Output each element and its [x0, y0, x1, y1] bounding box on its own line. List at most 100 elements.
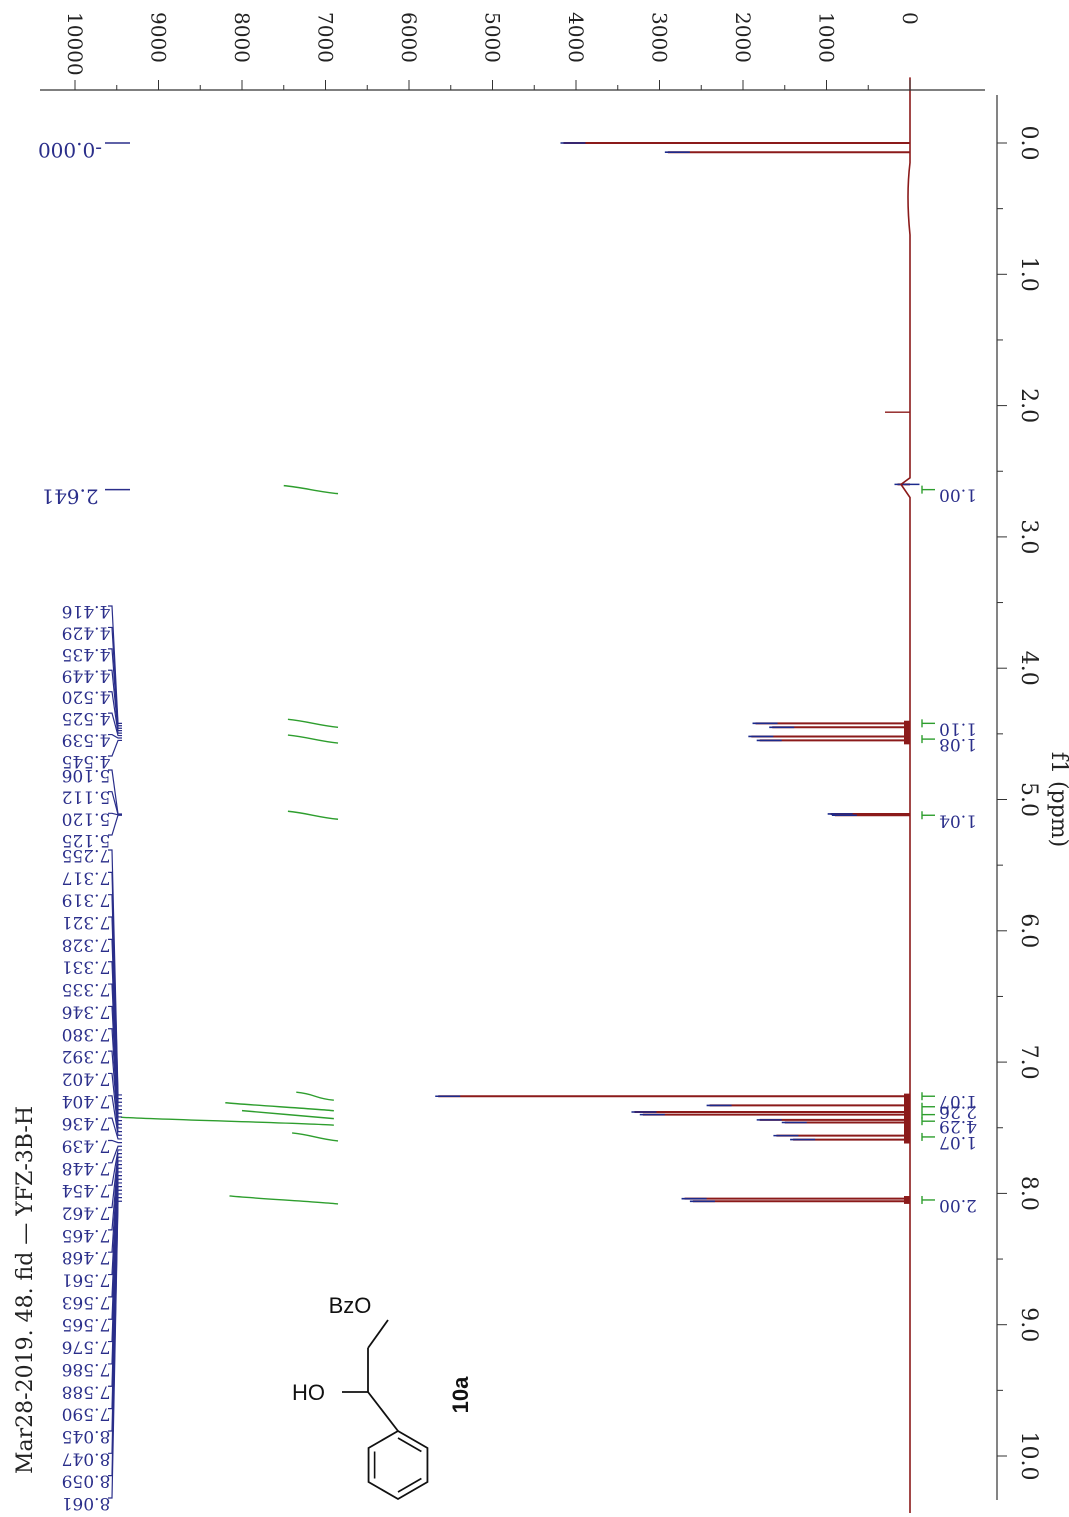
- ppm-tick-label: 7.0: [1016, 1045, 1041, 1080]
- peak-label: 7.380: [62, 1024, 111, 1044]
- peak-label: 4.539: [62, 730, 111, 750]
- peak-label-leader: [108, 1050, 122, 1129]
- peak-label-leader: [108, 626, 122, 727]
- double-bond: [397, 1477, 422, 1493]
- ppm-axis-title: f1 (ppm): [1046, 752, 1069, 847]
- ppm-tick-label: 2.0: [1016, 388, 1041, 423]
- peak-label: 7.255: [62, 845, 111, 865]
- peak-label: 7.565: [62, 1314, 111, 1334]
- ppm-tick-label: 6.0: [1016, 913, 1041, 948]
- title-group: Mar28-2019. 48. fid — YFZ-3B-H: [13, 1106, 38, 1474]
- compound-structure: HO BzO 10a: [292, 1293, 473, 1501]
- peak-label: -0.000: [38, 138, 102, 162]
- double-bond: [397, 1437, 422, 1453]
- intensity-tick-label: 1000: [815, 12, 839, 63]
- spectrum-area: [435, 77, 920, 1517]
- peak-label: 7.561: [62, 1270, 111, 1290]
- integral-value: 2.26: [939, 1102, 977, 1122]
- peak-label-leader: [108, 1095, 122, 1136]
- peak-label: 4.520: [62, 687, 111, 707]
- peak-label-leader: [108, 1145, 122, 1164]
- peak-label: 7.465: [62, 1225, 111, 1245]
- ppm-tick-label: 9.0: [1016, 1307, 1041, 1342]
- peak-label: 8.047: [62, 1448, 111, 1468]
- peak-label: 4.435: [62, 644, 111, 664]
- integral-value: 1.07: [939, 1091, 977, 1111]
- substituent-label: HO: [292, 1380, 325, 1405]
- peak-label: 7.392: [62, 1046, 111, 1066]
- peak-label: 4.545: [62, 751, 111, 771]
- peak-label: 7.346: [62, 1001, 111, 1021]
- peak-label: 7.328: [62, 934, 111, 954]
- peak-label: 7.462: [62, 1203, 111, 1223]
- multiplet-base: [904, 1093, 910, 1144]
- peak-label: 7.454: [62, 1180, 111, 1200]
- ppm-tick-label: 1.0: [1016, 257, 1041, 292]
- ppm-tick-label: 0.0: [1016, 126, 1041, 161]
- peak-label: 4.525: [62, 708, 111, 728]
- peak-label-leader: [108, 733, 122, 739]
- peak-label: 5.112: [62, 787, 111, 807]
- peak-label: 7.321: [62, 912, 111, 932]
- peak-label: 7.448: [62, 1158, 111, 1178]
- ppm-tick-label: 8.0: [1016, 1176, 1041, 1211]
- substituent-label: BzO: [329, 1293, 372, 1318]
- intensity-tick-label: 5000: [481, 12, 505, 63]
- peak-label-leader: [108, 605, 122, 724]
- peak-label-leader: [108, 1149, 122, 1186]
- integral-curve: [225, 1102, 334, 1112]
- spectrum-baseline: [899, 77, 911, 1517]
- peak-label-leader: [108, 739, 122, 757]
- peak-label: 7.586: [62, 1359, 111, 1379]
- multiplet-base: [904, 720, 910, 745]
- intensity-tick-label: 2000: [731, 12, 755, 63]
- peak-label: 7.468: [62, 1247, 111, 1267]
- peak-label: 5.120: [62, 808, 111, 828]
- intensity-tick-label: 0: [898, 12, 922, 25]
- peak-label-leader: [108, 1156, 122, 1231]
- bond: [367, 1391, 399, 1432]
- intensity-tick-label: 6000: [397, 12, 421, 63]
- integral-curve: [287, 718, 339, 729]
- chart-title: Mar28-2019. 48. fid — YFZ-3B-H: [13, 1106, 38, 1474]
- intensity-tick-label: 3000: [648, 12, 672, 63]
- peak-label-leader: [108, 669, 122, 732]
- ppm-tick-label: 5.0: [1016, 782, 1041, 817]
- peak-label: 8.061: [62, 1493, 111, 1513]
- ppm-tick-label: 3.0: [1016, 519, 1041, 554]
- peak-label: 7.335: [62, 979, 111, 999]
- integral-value: 1.00: [939, 485, 977, 505]
- peak-label-leader: [108, 1153, 122, 1209]
- peak-label-leader: [108, 1160, 122, 1253]
- peak-label: 7.331: [62, 957, 111, 977]
- peak-label: 5.106: [62, 765, 111, 785]
- peak-label-leader: [108, 1139, 122, 1144]
- integral-value: 1.04: [939, 810, 977, 830]
- peak-label: 7.317: [62, 867, 111, 887]
- axes: 10000 9000 8000 7000 6000 5000 4000 3000 2000 100…: [40, 12, 1069, 1500]
- integral-curve: [120, 1116, 334, 1126]
- compound-id: 10a: [448, 1376, 473, 1413]
- peak-label: 7.563: [62, 1292, 111, 1312]
- integral-curves: 1.001.101.081.041.072.264.291.072.00: [120, 485, 977, 1215]
- peak-label: 5.125: [62, 830, 111, 850]
- integral-curve: [292, 1132, 339, 1142]
- peak-label-leader: [108, 691, 122, 734]
- integral-curve: [241, 1109, 334, 1120]
- peak-label: 2.641: [41, 485, 98, 509]
- peak-label-leader: [108, 814, 122, 836]
- intensity-tick-label: 7000: [314, 12, 338, 63]
- ppm-tick-label: 4.0: [1016, 651, 1041, 686]
- peak-label: 7.319: [62, 890, 111, 910]
- peak-label-leader: [108, 1200, 122, 1499]
- peak-label: 7.402: [62, 1068, 111, 1088]
- bond: [367, 1319, 389, 1349]
- peak-label-leader: [108, 1005, 122, 1122]
- intensity-tick-label: 4000: [564, 12, 588, 63]
- peak-label-leader: [108, 1072, 122, 1133]
- ppm-tick-label: 10.0: [1016, 1432, 1041, 1481]
- integral-value: 2.00: [939, 1195, 977, 1215]
- peak-label: 7.436: [62, 1113, 111, 1133]
